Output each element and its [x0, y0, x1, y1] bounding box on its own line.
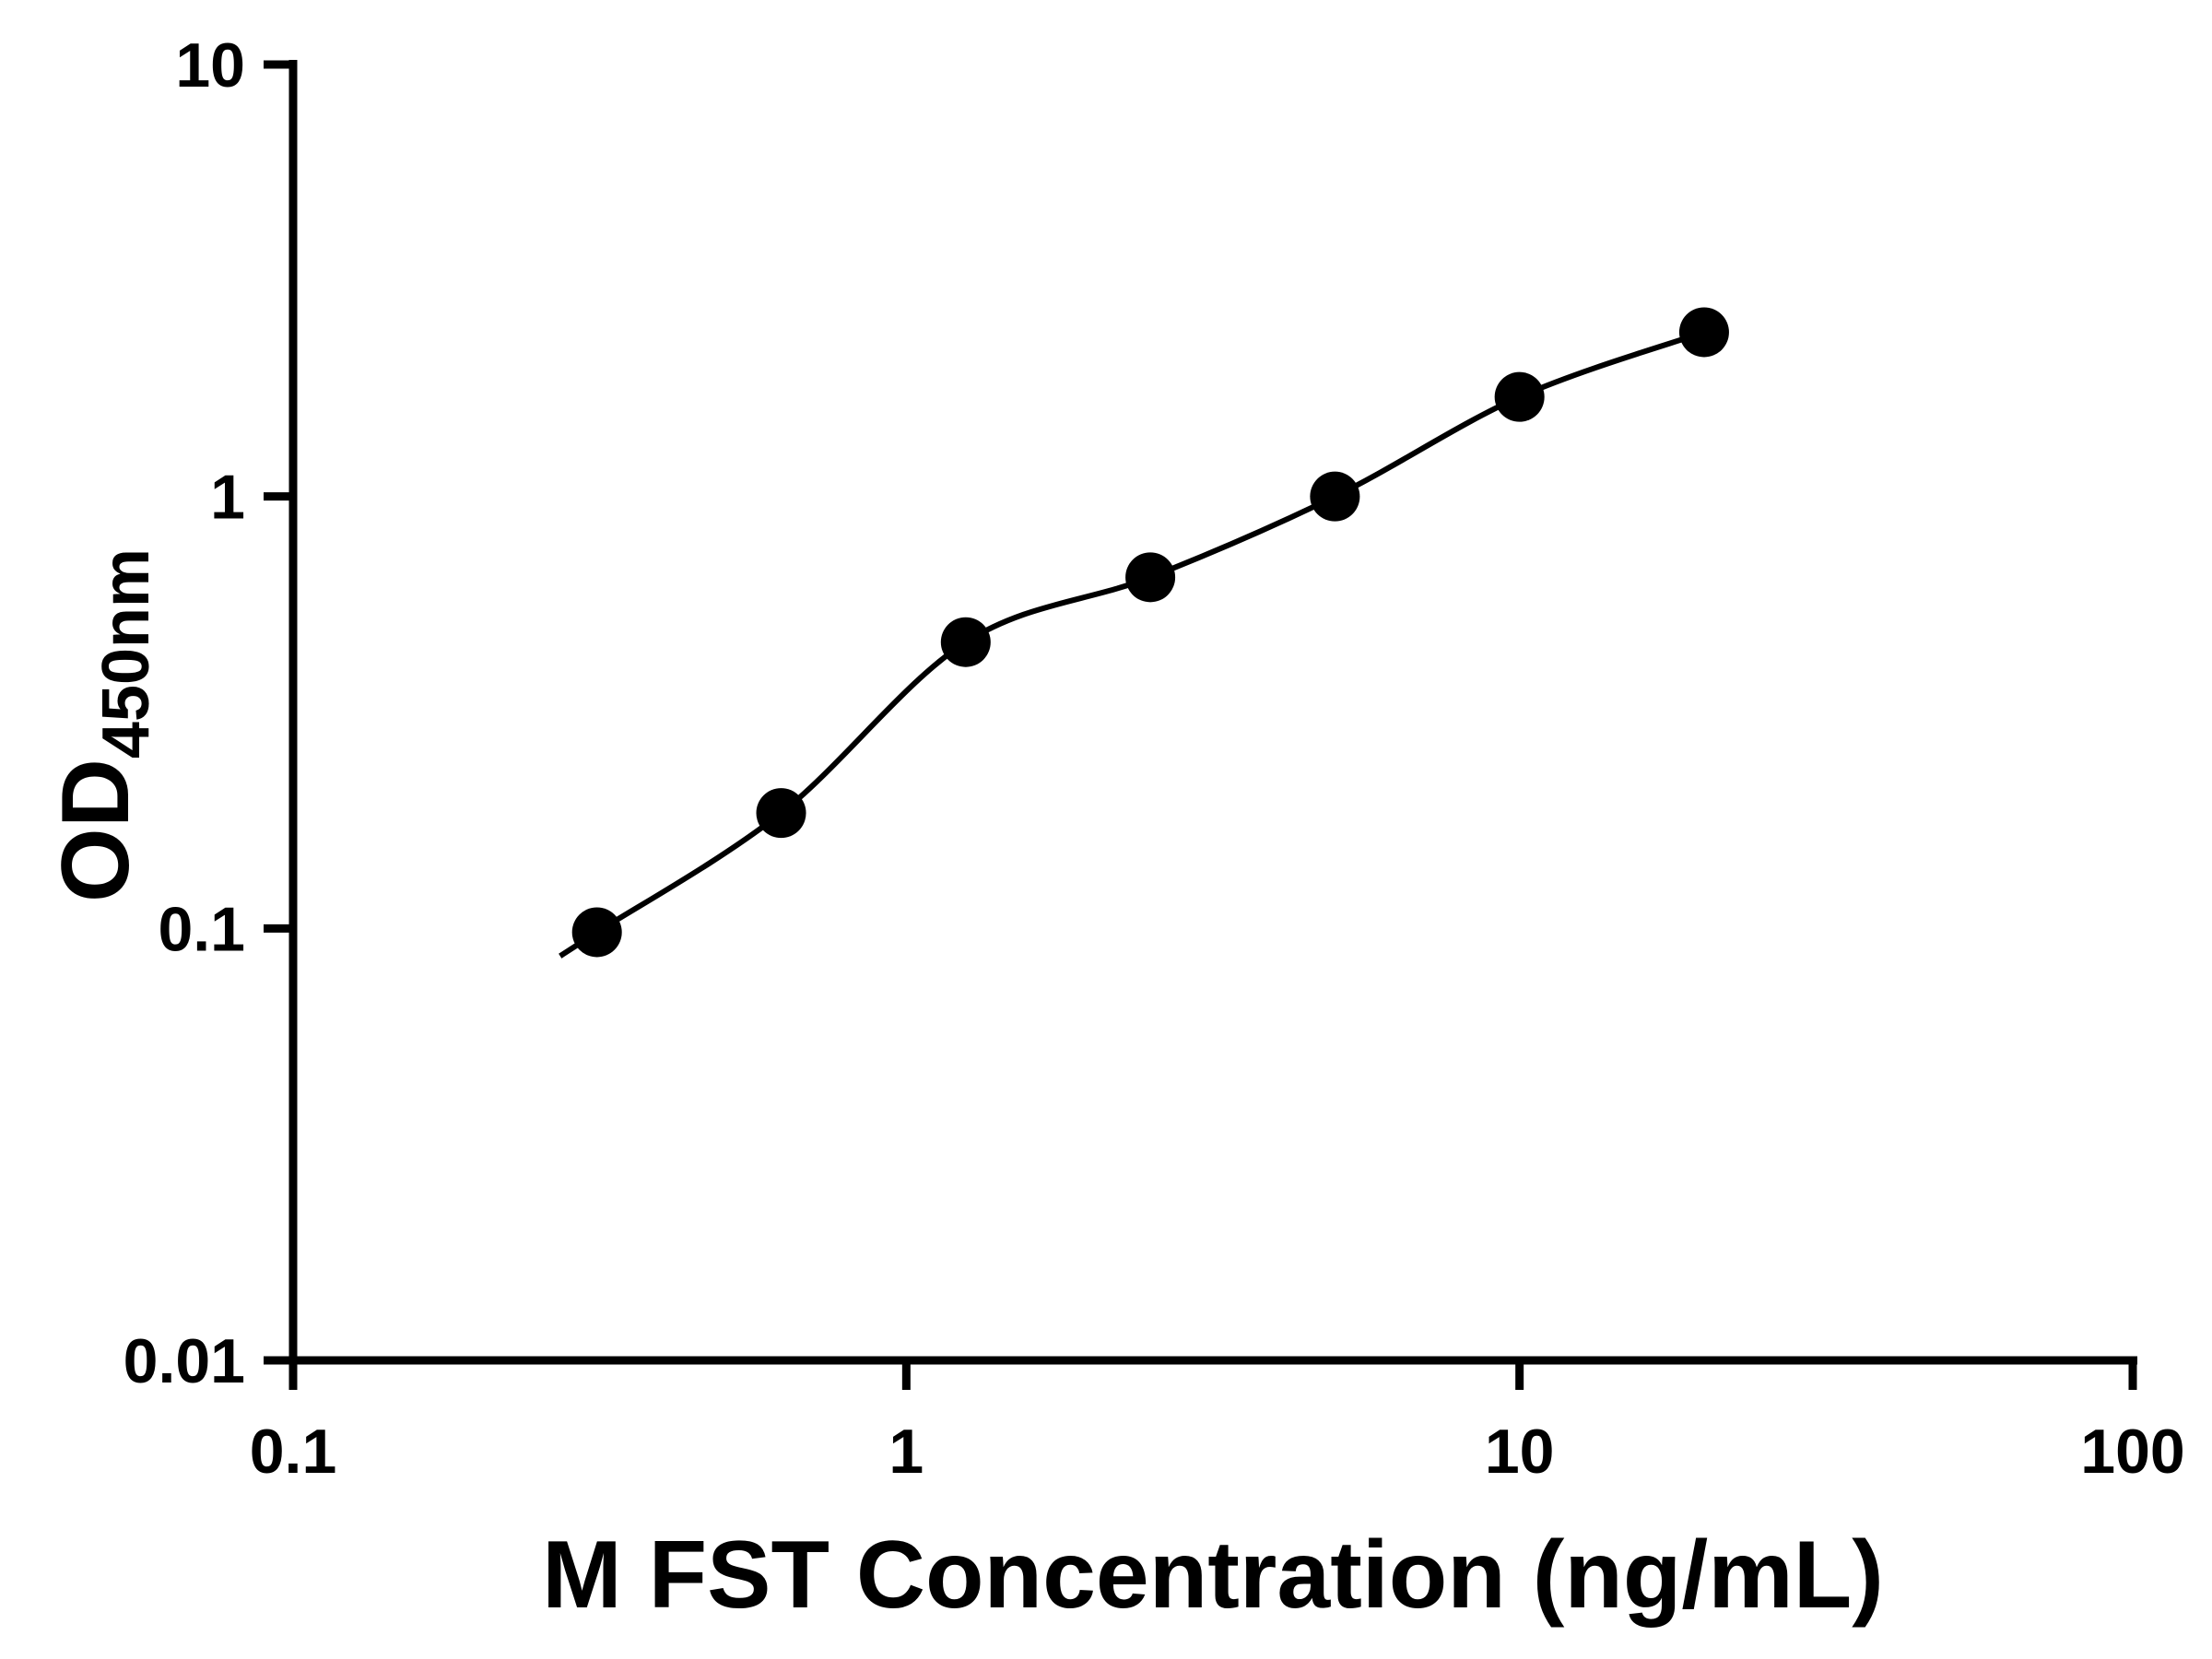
y-axis-label-main: OD: [42, 759, 149, 903]
data-point: [571, 907, 622, 958]
y-axis-tick-label: 1: [210, 463, 245, 533]
y-axis-label-subscript: 450nm: [89, 547, 163, 759]
data-point: [1125, 552, 1176, 603]
x-axis-tick-label: 1: [888, 1417, 924, 1487]
y-axis-tick-label: 0.1: [158, 894, 245, 964]
x-axis-tick-label: 10: [1485, 1417, 1555, 1487]
y-axis-tick-label: 10: [175, 30, 245, 100]
x-axis-tick-label: 0.1: [250, 1417, 337, 1487]
x-axis-tick-label: 100: [2080, 1417, 2184, 1487]
y-axis-label: OD450nm: [42, 548, 163, 902]
fit-curve-line: [559, 329, 1705, 959]
data-point: [940, 617, 991, 667]
axis-lines: [288, 60, 2137, 1365]
x-axis-label: M FST Concentration (ng/mL): [542, 1522, 1884, 1629]
data-point: [1310, 471, 1360, 522]
y-axis-tick-label: 0.01: [124, 1326, 245, 1396]
data-point: [1678, 307, 1729, 358]
data-point: [756, 788, 806, 839]
data-point: [1494, 371, 1545, 422]
